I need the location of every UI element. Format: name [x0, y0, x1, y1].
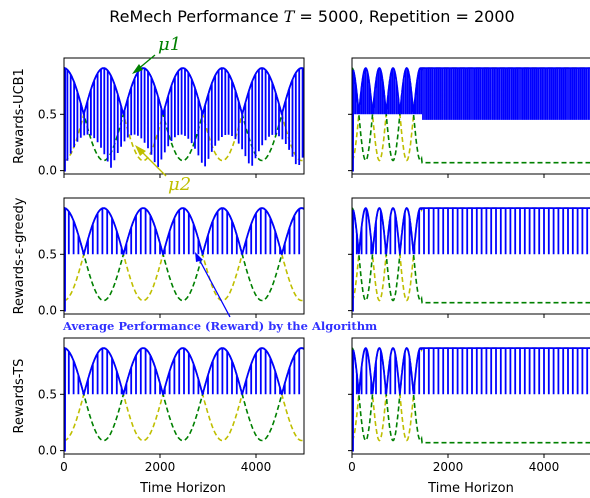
reward-line	[352, 67, 590, 172]
reward-line	[64, 206, 304, 312]
mu1-annotation: μ1	[132, 34, 181, 74]
mu1-line	[352, 67, 590, 164]
panel-2-1: 0 2000 4000	[348, 337, 590, 474]
mu1-line	[352, 347, 590, 444]
mu2-label: μ2	[168, 174, 191, 195]
y-tick-label: 0.0	[38, 164, 57, 178]
y-tick-label: 0.0	[38, 304, 57, 318]
axes-frame	[351, 337, 590, 455]
mu1-line	[64, 67, 304, 162]
row-label-egreedy: Rewards-ε-greedy	[12, 197, 27, 314]
x-tick-label: 0	[60, 460, 68, 474]
panel-0-0: 0.0 0.5	[38, 57, 305, 178]
mu2-line	[64, 67, 304, 162]
avg-label: Average Performance (Reward) by the Algo…	[62, 319, 377, 333]
x-axis-label-right: Time Horizon	[427, 481, 514, 496]
x-tick-label: 0	[348, 460, 356, 474]
mu2-annotation: μ2	[135, 145, 191, 195]
x-tick-label: 4000	[529, 460, 560, 474]
subplot-grid: 0.0 0.5 0.0 0.5 0.0 0.5 0 2000 4000 0 2000 4000	[38, 57, 590, 474]
x-tick-label: 4000	[241, 460, 272, 474]
y-tick-label: 0.5	[38, 107, 57, 121]
panel-1-0: 0.0 0.5	[38, 197, 305, 318]
y-tick-label: 0.5	[38, 247, 57, 261]
reward-line	[64, 66, 304, 172]
y-tick-label: 0.0	[38, 444, 57, 458]
row-label-ucb1: Rewards-UCB1	[12, 68, 27, 164]
row-label-ts: Rewards-TS	[12, 359, 27, 434]
axes-frame	[351, 57, 590, 175]
mu1-label: μ1	[158, 34, 181, 55]
title-T: T	[284, 7, 296, 26]
x-axis-label-left: Time Horizon	[139, 481, 226, 496]
figure-title: ReMech Performance T = 5000, Repetition …	[109, 7, 514, 26]
mu1-line	[352, 207, 590, 304]
reward-line	[352, 347, 590, 452]
axes-frame	[351, 197, 590, 315]
x-tick-label: 2000	[145, 460, 176, 474]
axes-frame	[63, 337, 305, 455]
panel-1-1	[348, 197, 590, 318]
reward-line	[352, 207, 590, 312]
axes-frame	[63, 57, 305, 175]
panel-2-0: 0.0 0.5 0 2000 4000	[38, 337, 305, 474]
avg-annotation: Average Performance (Reward) by the Algo…	[62, 252, 377, 333]
panel-0-1	[348, 57, 590, 178]
x-tick-label: 2000	[433, 460, 464, 474]
title-suffix: = 5000, Repetition = 2000	[294, 7, 514, 26]
title-prefix: ReMech Performance	[109, 7, 283, 26]
reward-line	[64, 346, 304, 452]
y-tick-label: 0.5	[38, 387, 57, 401]
axes-frame	[63, 197, 305, 315]
